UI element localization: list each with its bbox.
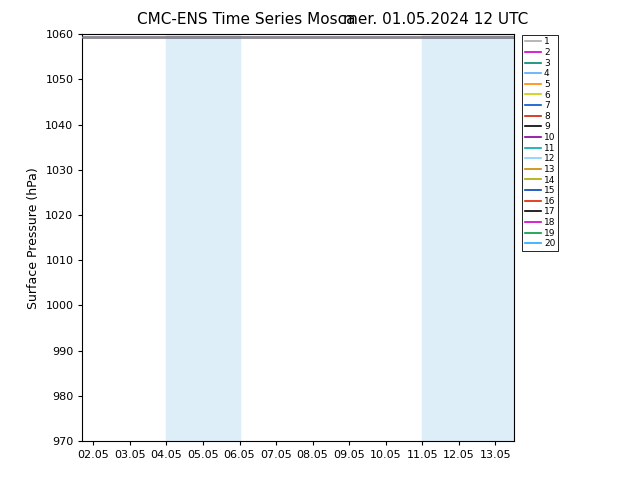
Legend: 1, 2, 3, 4, 5, 6, 7, 8, 9, 10, 11, 12, 13, 14, 15, 16, 17, 18, 19, 20: 1, 2, 3, 4, 5, 6, 7, 8, 9, 10, 11, 12, 1… [522, 35, 559, 251]
Text: mer. 01.05.2024 12 UTC: mer. 01.05.2024 12 UTC [344, 12, 529, 27]
Text: CMC-ENS Time Series Mosca: CMC-ENS Time Series Mosca [137, 12, 356, 27]
Bar [167, 34, 240, 441]
Y-axis label: Surface Pressure (hPa): Surface Pressure (hPa) [27, 167, 40, 309]
Bar [422, 34, 514, 441]
